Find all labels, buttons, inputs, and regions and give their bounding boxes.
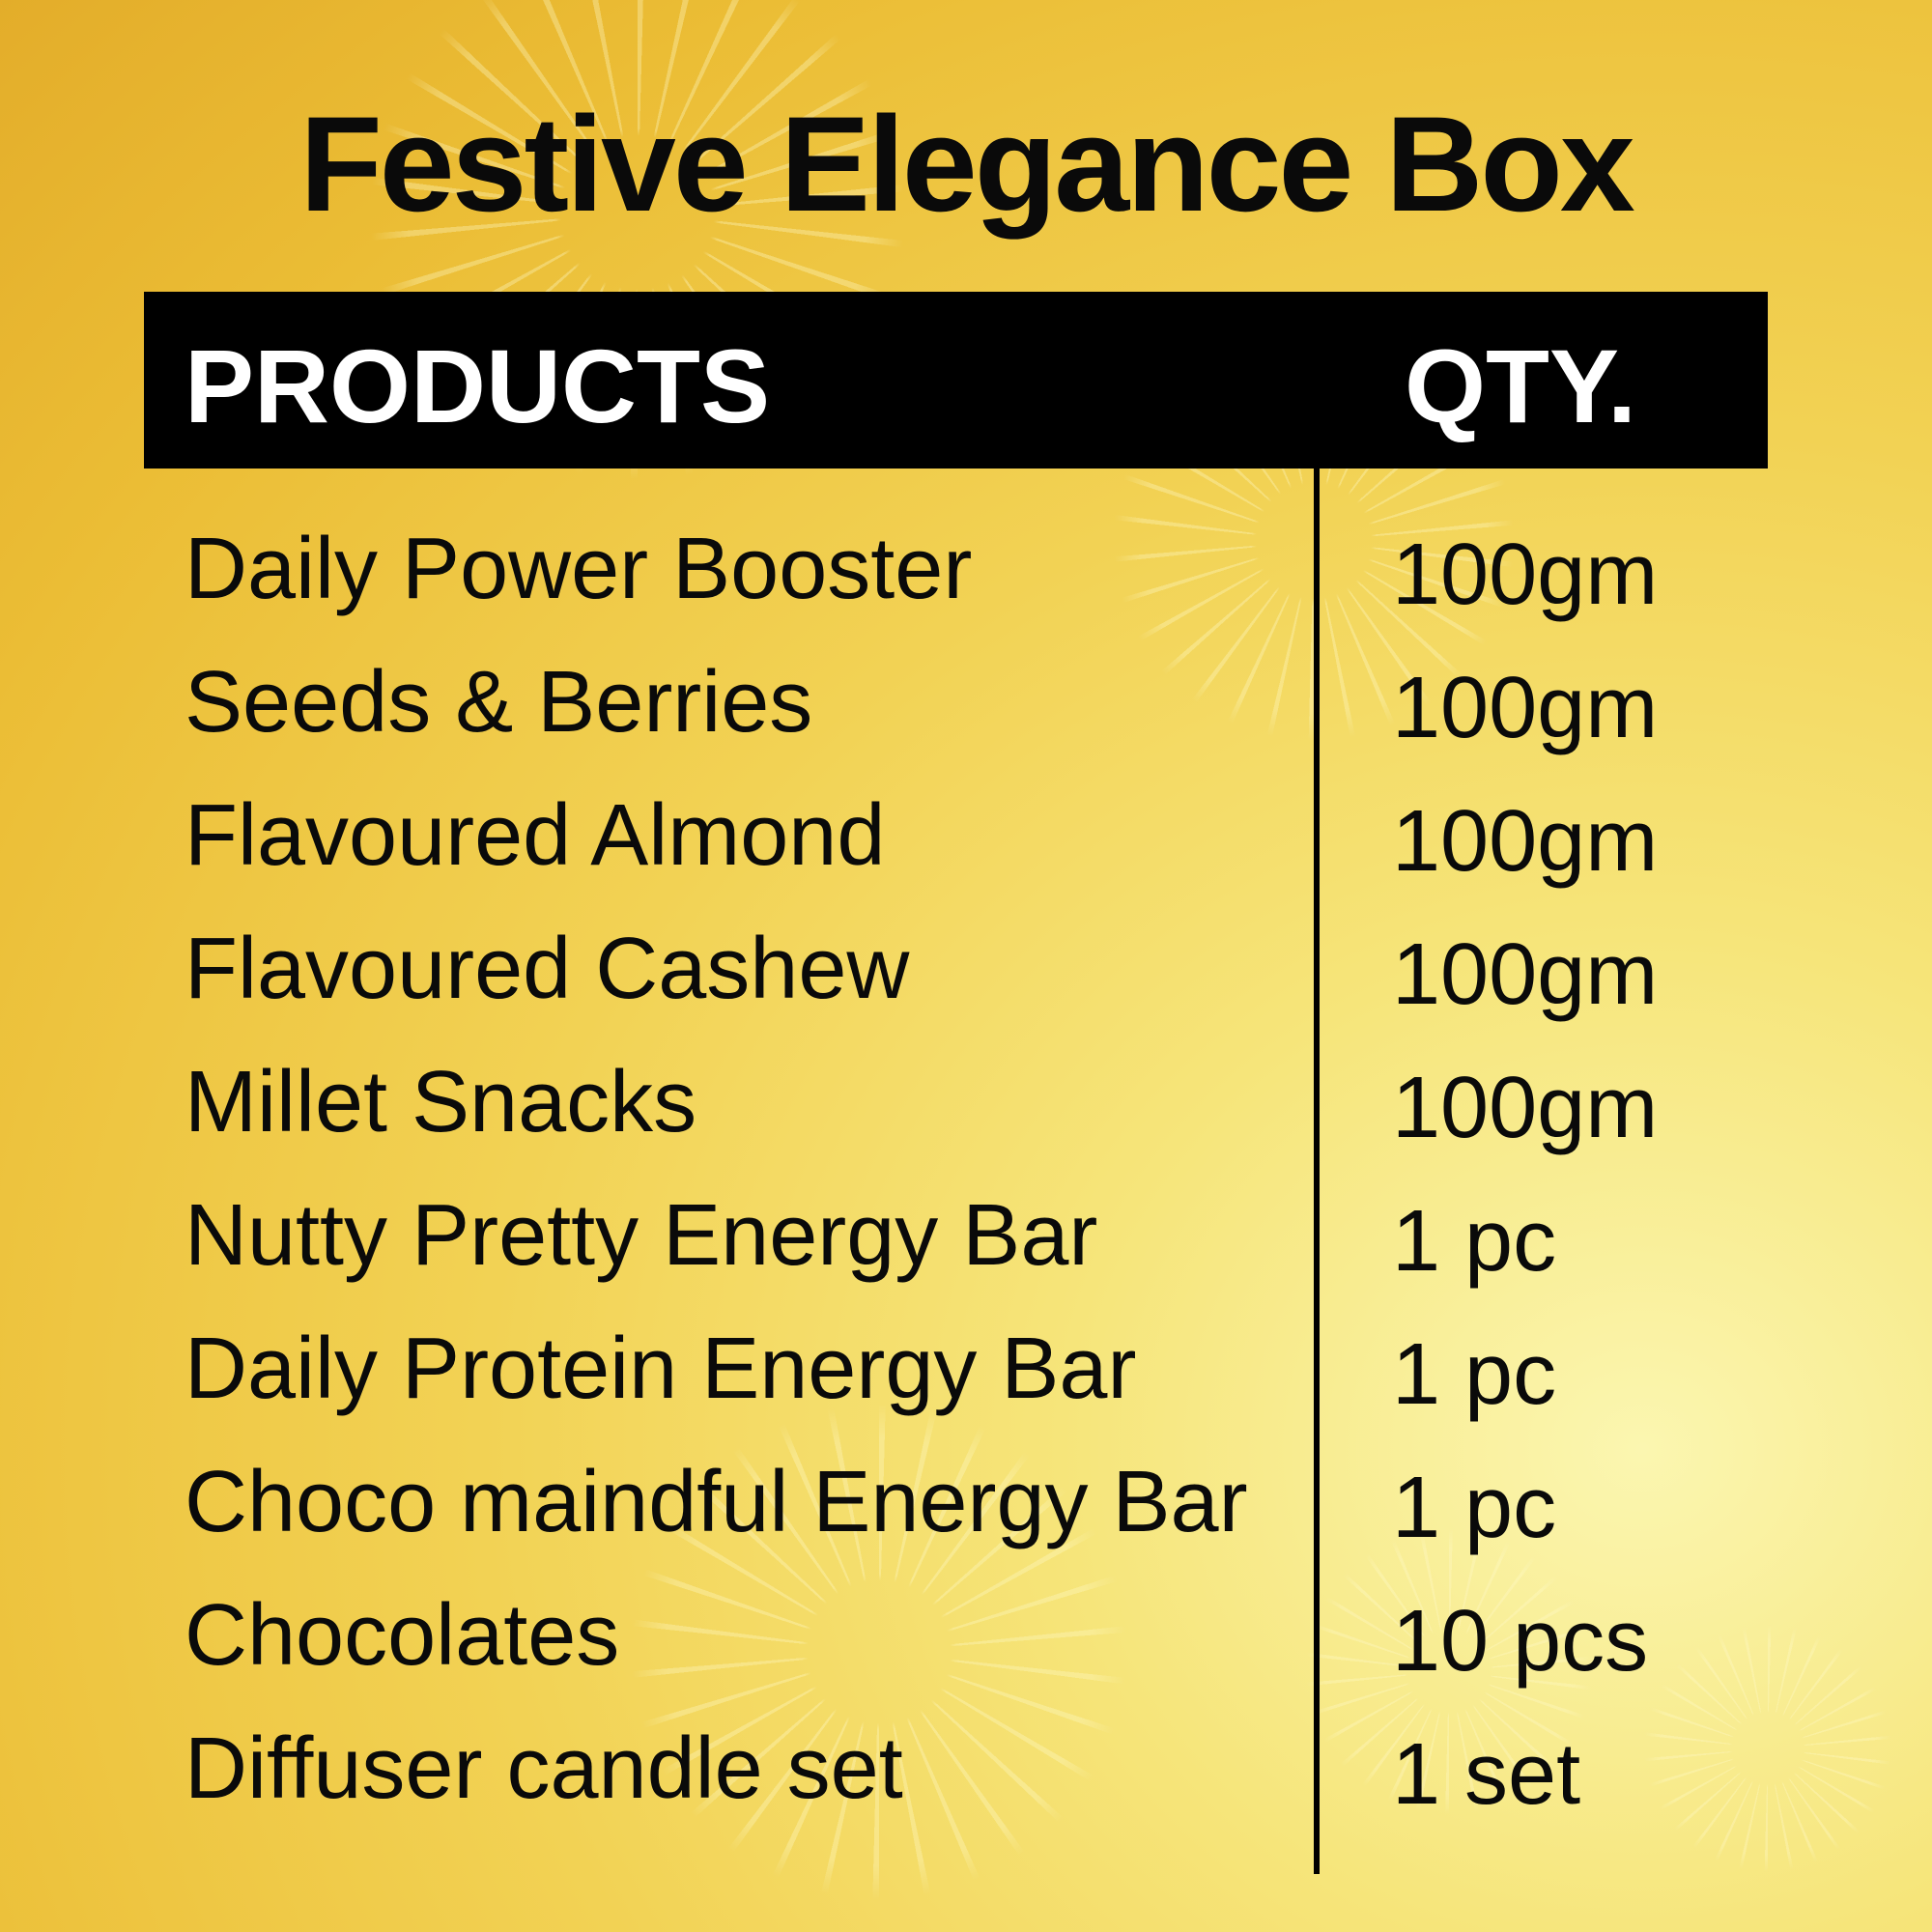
table-row: Flavoured Almond 100gm	[0, 769, 1932, 902]
product-name: Seeds & Berries	[185, 654, 813, 751]
product-qty: 1 set	[1392, 1726, 1581, 1823]
table-row: Diffuser candle set 1 set	[0, 1702, 1932, 1835]
table-row: Nutty Pretty Energy Bar 1 pc	[0, 1169, 1932, 1302]
product-qty: 100gm	[1392, 526, 1659, 623]
product-qty: 1 pc	[1392, 1326, 1557, 1423]
product-name: Chocolates	[185, 1587, 620, 1684]
product-name: Millet Snacks	[185, 1054, 697, 1151]
product-name: Flavoured Cashew	[185, 921, 910, 1017]
product-qty: 1 pc	[1392, 1193, 1557, 1290]
product-qty: 100gm	[1392, 1060, 1659, 1156]
products-column-header: PRODUCTS	[185, 327, 771, 444]
table-row: Chocolates 10 pcs	[0, 1569, 1932, 1702]
product-qty: 100gm	[1392, 660, 1659, 756]
product-name: Diffuser candle set	[185, 1720, 903, 1817]
product-qty: 1 pc	[1392, 1460, 1557, 1556]
table-row: Seeds & Berries 100gm	[0, 636, 1932, 769]
product-name: Daily Power Booster	[185, 521, 973, 617]
product-qty: 100gm	[1392, 793, 1659, 890]
product-name: Flavoured Almond	[185, 787, 886, 884]
column-divider	[1314, 469, 1320, 1874]
product-name: Daily Protein Energy Bar	[185, 1321, 1137, 1417]
table-row: Choco maindful Energy Bar 1 pc	[0, 1435, 1932, 1569]
qty-column-header: QTY.	[1405, 327, 1637, 444]
page-title: Festive Elegance Box	[299, 88, 1635, 240]
table-row: Daily Protein Energy Bar 1 pc	[0, 1302, 1932, 1435]
table-header: PRODUCTS QTY.	[144, 292, 1768, 469]
product-qty: 10 pcs	[1392, 1593, 1649, 1690]
product-qty: 100gm	[1392, 926, 1659, 1023]
table-row: Daily Power Booster 100gm	[0, 502, 1932, 636]
table-row: Flavoured Cashew 100gm	[0, 902, 1932, 1036]
product-name: Nutty Pretty Energy Bar	[185, 1187, 1098, 1284]
product-name: Choco maindful Energy Bar	[185, 1454, 1248, 1550]
table-row: Millet Snacks 100gm	[0, 1036, 1932, 1169]
